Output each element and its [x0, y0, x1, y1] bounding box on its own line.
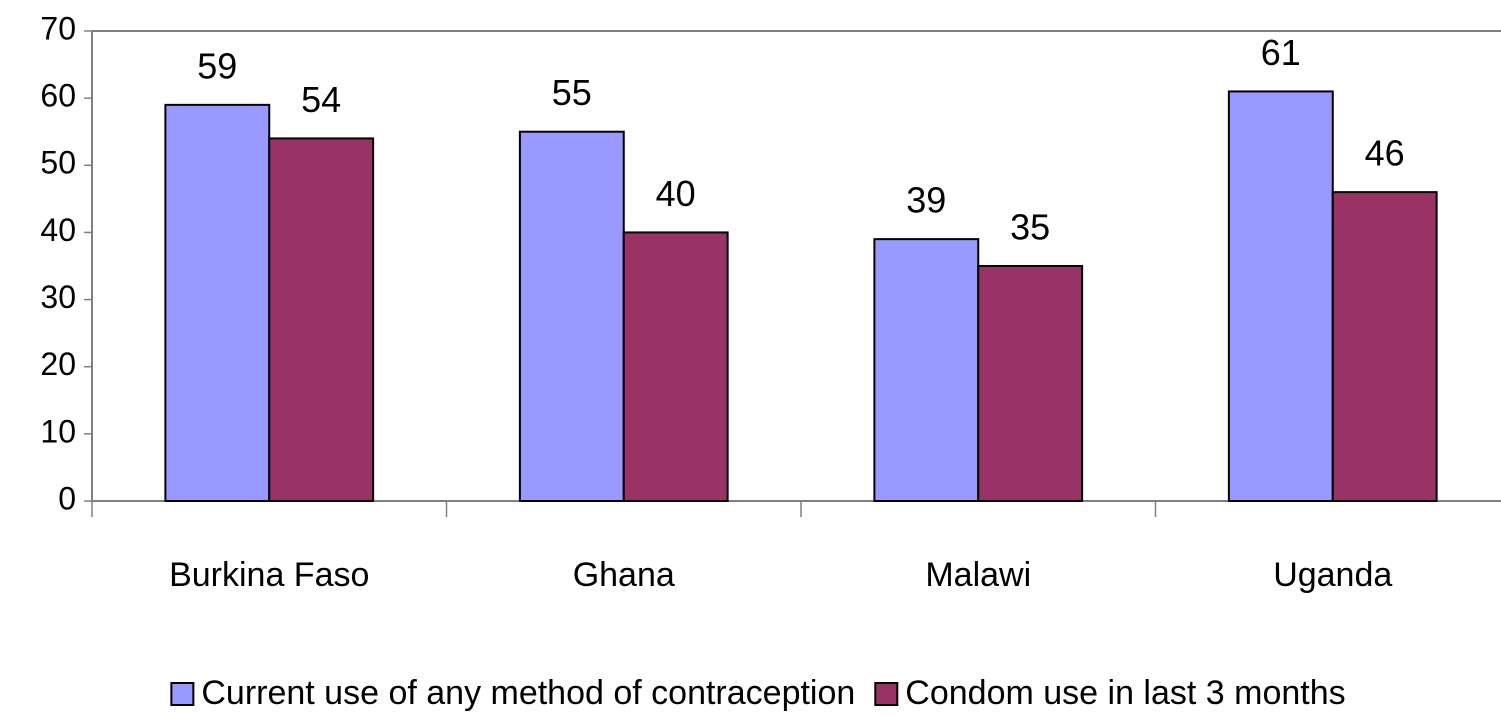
legend-swatch: [170, 682, 195, 706]
value-label: 39: [906, 180, 946, 221]
x-tick-label: Burkina Faso: [169, 556, 369, 594]
value-label: 55: [552, 72, 592, 113]
y-tick-label: 20: [40, 346, 76, 382]
x-tick-label: Uganda: [1273, 556, 1392, 594]
y-tick-label: 40: [40, 212, 76, 248]
value-label: 46: [1365, 133, 1405, 174]
y-tick-label: 50: [40, 145, 76, 181]
x-tick-label: Malawi: [925, 556, 1031, 594]
bar: [622, 231, 729, 503]
bar: [268, 137, 375, 503]
value-label: 61: [1261, 32, 1301, 73]
bar: [518, 130, 625, 502]
bar: [164, 103, 271, 502]
bar: [977, 265, 1084, 502]
value-label: 40: [656, 173, 696, 214]
y-tick-label: 30: [40, 279, 76, 315]
legend-label: Condom use in last 3 months: [905, 674, 1345, 712]
y-tick-label: 70: [40, 10, 76, 46]
y-tick-label: 10: [40, 413, 76, 449]
bar: [873, 238, 980, 502]
value-label: 59: [197, 45, 237, 86]
bar: [1331, 191, 1438, 502]
y-tick-label: 0: [58, 480, 76, 516]
value-label: 54: [301, 79, 341, 120]
legend-swatch: [874, 682, 899, 706]
value-label: 35: [1010, 207, 1050, 248]
y-tick-label: 60: [40, 78, 76, 114]
legend-label: Current use of any method of contracepti…: [201, 674, 855, 712]
x-tick-label: Ghana: [573, 556, 675, 594]
bar: [1227, 90, 1334, 503]
